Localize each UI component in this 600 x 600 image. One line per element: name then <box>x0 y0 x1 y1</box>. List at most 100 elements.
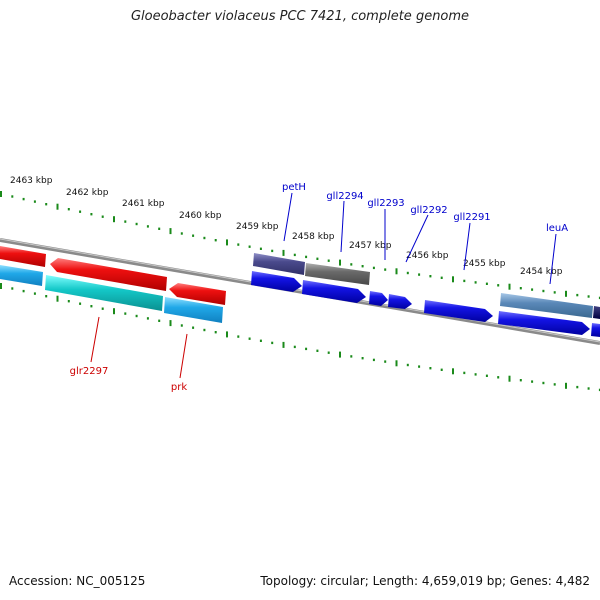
forward-gene-track <box>253 253 600 319</box>
major-tick <box>565 382 567 389</box>
gene-label-gll2293[interactable]: gll2293 <box>367 198 404 209</box>
cds-arrow-glr2297[interactable] <box>50 258 167 291</box>
minor-tick <box>124 220 127 223</box>
minor-tick <box>146 225 149 228</box>
genome-stats-label: Topology: circular; Length: 4,659,019 bp… <box>260 574 590 588</box>
minor-tick <box>67 208 70 211</box>
minor-tick <box>79 302 82 305</box>
minor-tick <box>237 335 240 338</box>
minor-tick <box>146 317 149 320</box>
minor-tick <box>33 200 36 203</box>
minor-tick <box>293 345 296 349</box>
major-tick <box>0 283 2 289</box>
forward-cds-track <box>251 271 600 337</box>
label-line-peth <box>283 192 293 242</box>
cds-arrow-prk[interactable] <box>169 283 226 305</box>
gene-block-gll2294[interactable] <box>305 263 370 285</box>
label-line-gll2291 <box>463 222 471 271</box>
cds-arrow-edge[interactable] <box>591 323 600 337</box>
gene-label-peth[interactable]: petH <box>282 182 306 193</box>
cds-arrow-gll2294[interactable] <box>302 280 366 303</box>
gene-block-peth[interactable] <box>253 253 305 275</box>
kbp-tick-label: 2463 kbp <box>10 176 53 186</box>
minor-tick <box>553 291 556 294</box>
minor-tick <box>305 255 308 259</box>
cds-arrow-peth[interactable] <box>251 271 302 292</box>
minor-tick <box>192 326 195 329</box>
kbp-tick-label: 2457 kbp <box>349 241 392 251</box>
minor-tick <box>519 287 522 290</box>
major-tick <box>282 341 285 348</box>
major-tick <box>56 203 59 210</box>
minor-tick <box>203 236 206 240</box>
kbp-tick-label: 2460 kbp <box>179 211 222 221</box>
kbp-tick-label: 2459 kbp <box>236 222 279 232</box>
major-tick <box>395 268 398 275</box>
gene-label-glr2297[interactable]: glr2297 <box>70 366 109 377</box>
minor-tick <box>429 367 432 370</box>
minor-tick <box>542 289 545 293</box>
gene-block-leua[interactable] <box>500 293 593 318</box>
minor-tick <box>158 319 161 322</box>
label-line-glr2297 <box>90 316 100 363</box>
cds-arrow-rev-1[interactable] <box>0 246 46 267</box>
minor-tick <box>372 266 375 270</box>
cds-arrow-leua[interactable] <box>498 311 590 335</box>
major-tick <box>113 216 115 223</box>
minor-tick <box>384 268 387 271</box>
gene-block-glr2297[interactable] <box>45 275 163 311</box>
gene-block-edge[interactable] <box>593 306 600 319</box>
major-tick <box>508 283 511 290</box>
minor-tick <box>101 307 104 310</box>
minor-tick <box>271 341 274 345</box>
minor-tick <box>587 295 590 298</box>
major-tick <box>339 259 341 266</box>
minor-tick <box>350 263 353 266</box>
gene-label-prk[interactable]: prk <box>171 382 187 393</box>
minor-tick <box>248 245 251 248</box>
gene-label-leua[interactable]: leuA <box>546 223 568 234</box>
gene-label-gll2291[interactable]: gll2291 <box>453 212 490 223</box>
minor-tick <box>33 292 36 295</box>
minor-tick <box>440 276 443 279</box>
minor-tick <box>474 373 477 376</box>
major-tick <box>169 228 172 235</box>
minor-tick <box>259 247 262 250</box>
minor-tick <box>519 379 522 382</box>
major-tick <box>452 276 454 283</box>
minor-tick <box>384 360 387 363</box>
cds-arrow-gll2293[interactable] <box>369 291 388 306</box>
minor-tick <box>542 381 545 385</box>
gene-label-gll2294[interactable]: gll2294 <box>326 191 363 202</box>
accession-label: Accession: NC_005125 <box>9 574 146 588</box>
major-tick <box>226 239 228 246</box>
minor-tick <box>418 273 421 276</box>
kbp-tick-label: 2456 kbp <box>406 251 449 261</box>
minor-tick <box>45 203 48 206</box>
major-tick <box>339 351 341 358</box>
cds-arrow-gll2292[interactable] <box>388 294 412 309</box>
minor-tick <box>485 374 488 377</box>
label-line-gll2294 <box>340 200 345 253</box>
label-line-prk <box>179 333 188 379</box>
kbp-tick-label: 2462 kbp <box>66 188 109 198</box>
cds-arrow-gll2291[interactable] <box>424 300 493 322</box>
minor-tick <box>305 347 308 351</box>
tick-track-inner <box>0 283 600 392</box>
minor-tick <box>237 243 240 246</box>
kbp-tick-label: 2458 kbp <box>292 232 335 242</box>
gene-block-prk[interactable] <box>164 297 223 323</box>
minor-tick <box>576 293 579 297</box>
minor-tick <box>463 279 466 283</box>
minor-tick <box>553 383 556 386</box>
gene-block-rev-1[interactable] <box>0 265 43 286</box>
minor-tick <box>192 234 195 237</box>
minor-tick <box>79 210 82 213</box>
minor-tick <box>158 227 161 230</box>
genome-backbone <box>0 238 600 345</box>
gene-label-gll2292[interactable]: gll2292 <box>410 205 447 216</box>
minor-tick <box>293 253 296 257</box>
minor-tick <box>124 312 127 315</box>
minor-tick <box>259 339 262 342</box>
